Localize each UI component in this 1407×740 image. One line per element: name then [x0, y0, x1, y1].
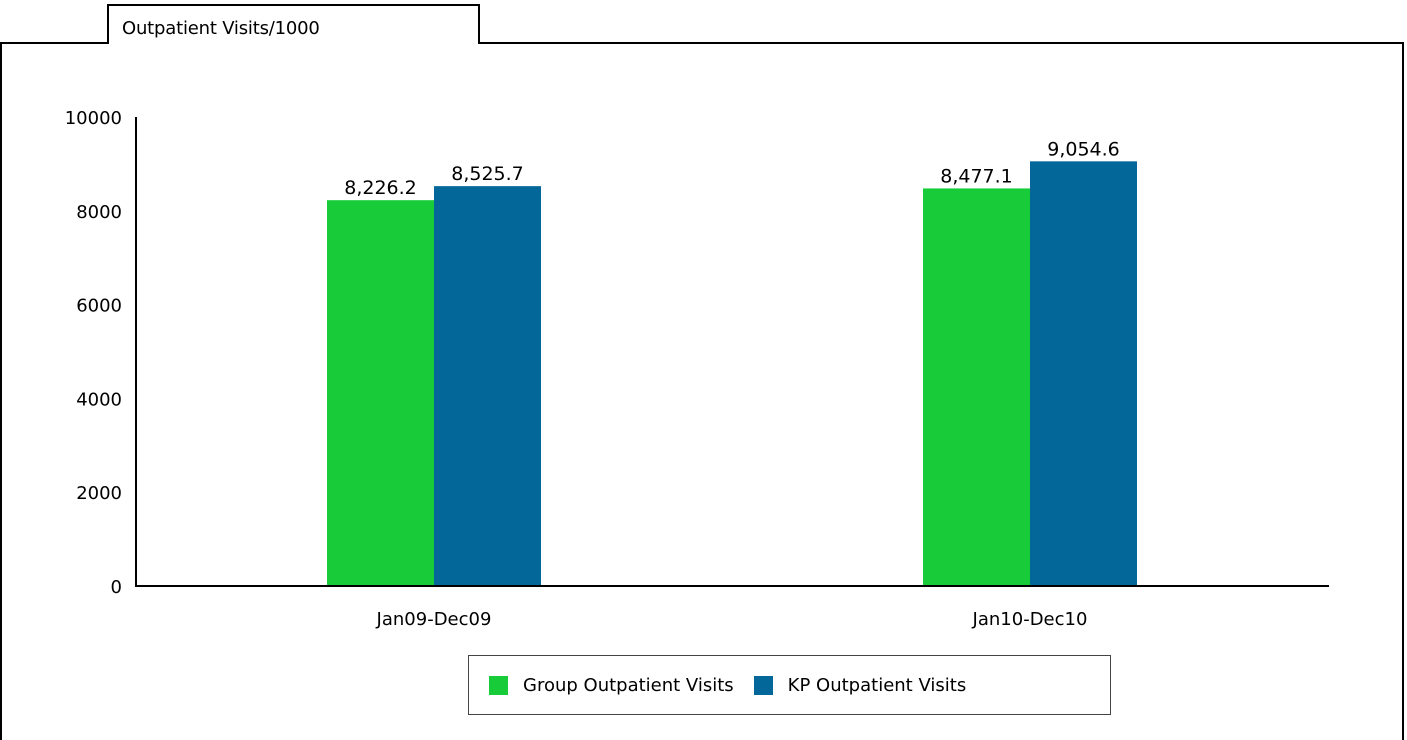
bar: [1030, 161, 1137, 586]
bar-value-label: 9,054.6: [1047, 138, 1120, 160]
y-tick-label: 10000: [65, 108, 122, 129]
y-tick-label: 8000: [76, 202, 122, 223]
legend-label-kp: KP Outpatient Visits: [787, 674, 967, 696]
y-tick-label: 0: [111, 577, 122, 598]
x-tick-label: Jan09-Dec09: [376, 609, 492, 630]
legend-swatch-group: [489, 675, 508, 695]
y-tick-label: 4000: [76, 389, 122, 410]
x-axis-ticks: Jan09-Dec09 Jan10-Dec10: [376, 609, 1088, 630]
bar: [434, 186, 541, 587]
bars: [327, 161, 1137, 587]
value-labels: 8,226.2 8,477.1 8,525.7 9,054.6: [344, 138, 1120, 199]
panel-title: Outpatient Visits/1000: [122, 18, 320, 39]
panel-title-tab[interactable]: Outpatient Visits/1000: [110, 5, 478, 47]
bar-value-label: 8,226.2: [344, 177, 417, 199]
legend-item-kp[interactable]: KP Outpatient Visits: [753, 674, 967, 696]
bar: [327, 200, 434, 586]
y-axis-ticks: 0 2000 4000 6000 8000 10000: [65, 108, 122, 598]
bar-value-label: 8,525.7: [451, 163, 524, 185]
bar: [923, 188, 1030, 586]
bar-value-label: 8,477.1: [940, 165, 1013, 187]
chart-legend: Group Outpatient Visits KP Outpatient Vi…: [468, 655, 1111, 715]
x-tick-label: Jan10-Dec10: [972, 609, 1088, 630]
y-tick-label: 6000: [76, 296, 122, 317]
legend-swatch-kp: [753, 675, 773, 695]
legend-label-group: Group Outpatient Visits: [523, 674, 734, 696]
y-tick-label: 2000: [76, 483, 122, 504]
legend-item-group[interactable]: Group Outpatient Visits: [489, 675, 734, 696]
